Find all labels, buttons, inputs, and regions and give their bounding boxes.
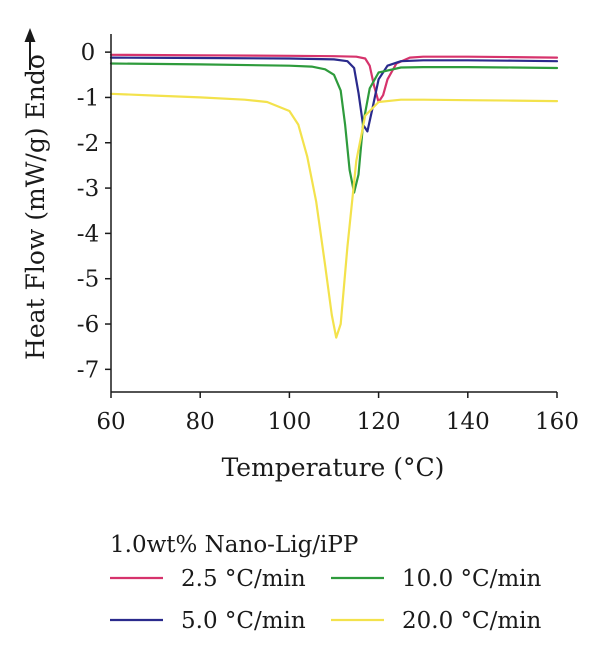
y-tick-label: -6 [77, 312, 99, 338]
series-line-1 [109, 56, 559, 133]
series-line-2 [109, 62, 559, 194]
x-tick-label: 80 [186, 409, 215, 435]
legend-label-3: 20.0 °C/min [402, 608, 542, 634]
y-tick-label: -1 [77, 85, 99, 111]
y-tick-label: -3 [77, 176, 99, 202]
axes-layer: 60 80 100 120 140 160 0 -1 -2 -3 -4 -5 -6 -7 [77, 34, 579, 435]
legend-title: 1.0wt% Nano-Lig/iPP [110, 532, 358, 558]
x-tick-label: 160 [535, 409, 579, 435]
endo-arrow-icon [24, 28, 36, 70]
plot-layer [109, 53, 559, 339]
y-tick-label: -7 [77, 357, 99, 383]
legend-label-2: 10.0 °C/min [402, 566, 542, 592]
x-tick-label: 100 [267, 409, 311, 435]
x-tick-label: 120 [357, 409, 401, 435]
y-tick-label: -5 [77, 267, 99, 293]
y-tick-label: -2 [77, 131, 99, 157]
series-line-3 [109, 92, 559, 339]
legend-label-1: 5.0 °C/min [181, 608, 306, 634]
x-axis-title: Temperature (°C) [222, 453, 445, 482]
legend: 2.5 °C/min 5.0 °C/min 10.0 °C/min 20.0 °C/m… [110, 566, 542, 634]
x-tick-label: 140 [446, 409, 490, 435]
series-line-0 [109, 53, 559, 104]
y-axis-title: Heat Flow (mW/g) Endo [21, 54, 50, 360]
y-tick-label: -4 [77, 221, 99, 247]
x-tick-label: 60 [96, 409, 125, 435]
legend-label-0: 2.5 °C/min [181, 566, 306, 592]
y-tick-label: 0 [81, 40, 96, 66]
